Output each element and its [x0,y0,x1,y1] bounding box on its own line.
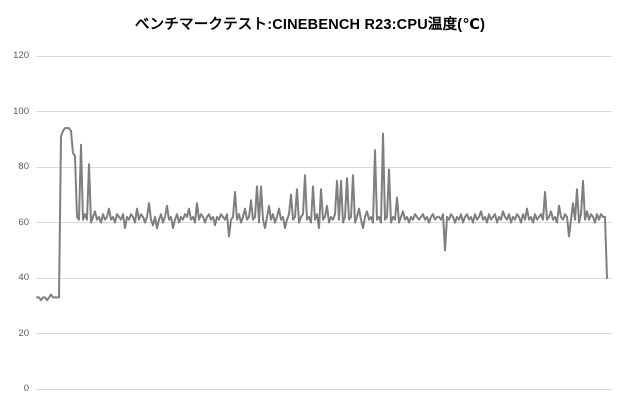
gridline-y-100 [36,111,612,112]
y-axis-tick-label: 60 [18,216,29,228]
gridline-y-0 [36,388,612,390]
y-axis-tick-label: 0 [23,383,29,394]
y-axis-tick-label: 120 [13,50,29,61]
y-axis-tick-label: 40 [18,272,29,283]
gridline-y-40 [36,277,612,279]
chart-title: ベンチマークテスト:CINEBENCH R23:CPU温度(℃) [134,17,486,33]
gridline-y-60 [36,222,612,223]
gridline-y-20 [36,333,612,334]
y-axis-tick-label: 80 [18,161,29,172]
gridline-y-80 [36,166,612,168]
y-axis-tick-label: 20 [18,327,29,339]
series-polyline [36,127,608,302]
gridline-y-120 [36,55,612,57]
y-axis-tick-label: 100 [13,105,29,117]
